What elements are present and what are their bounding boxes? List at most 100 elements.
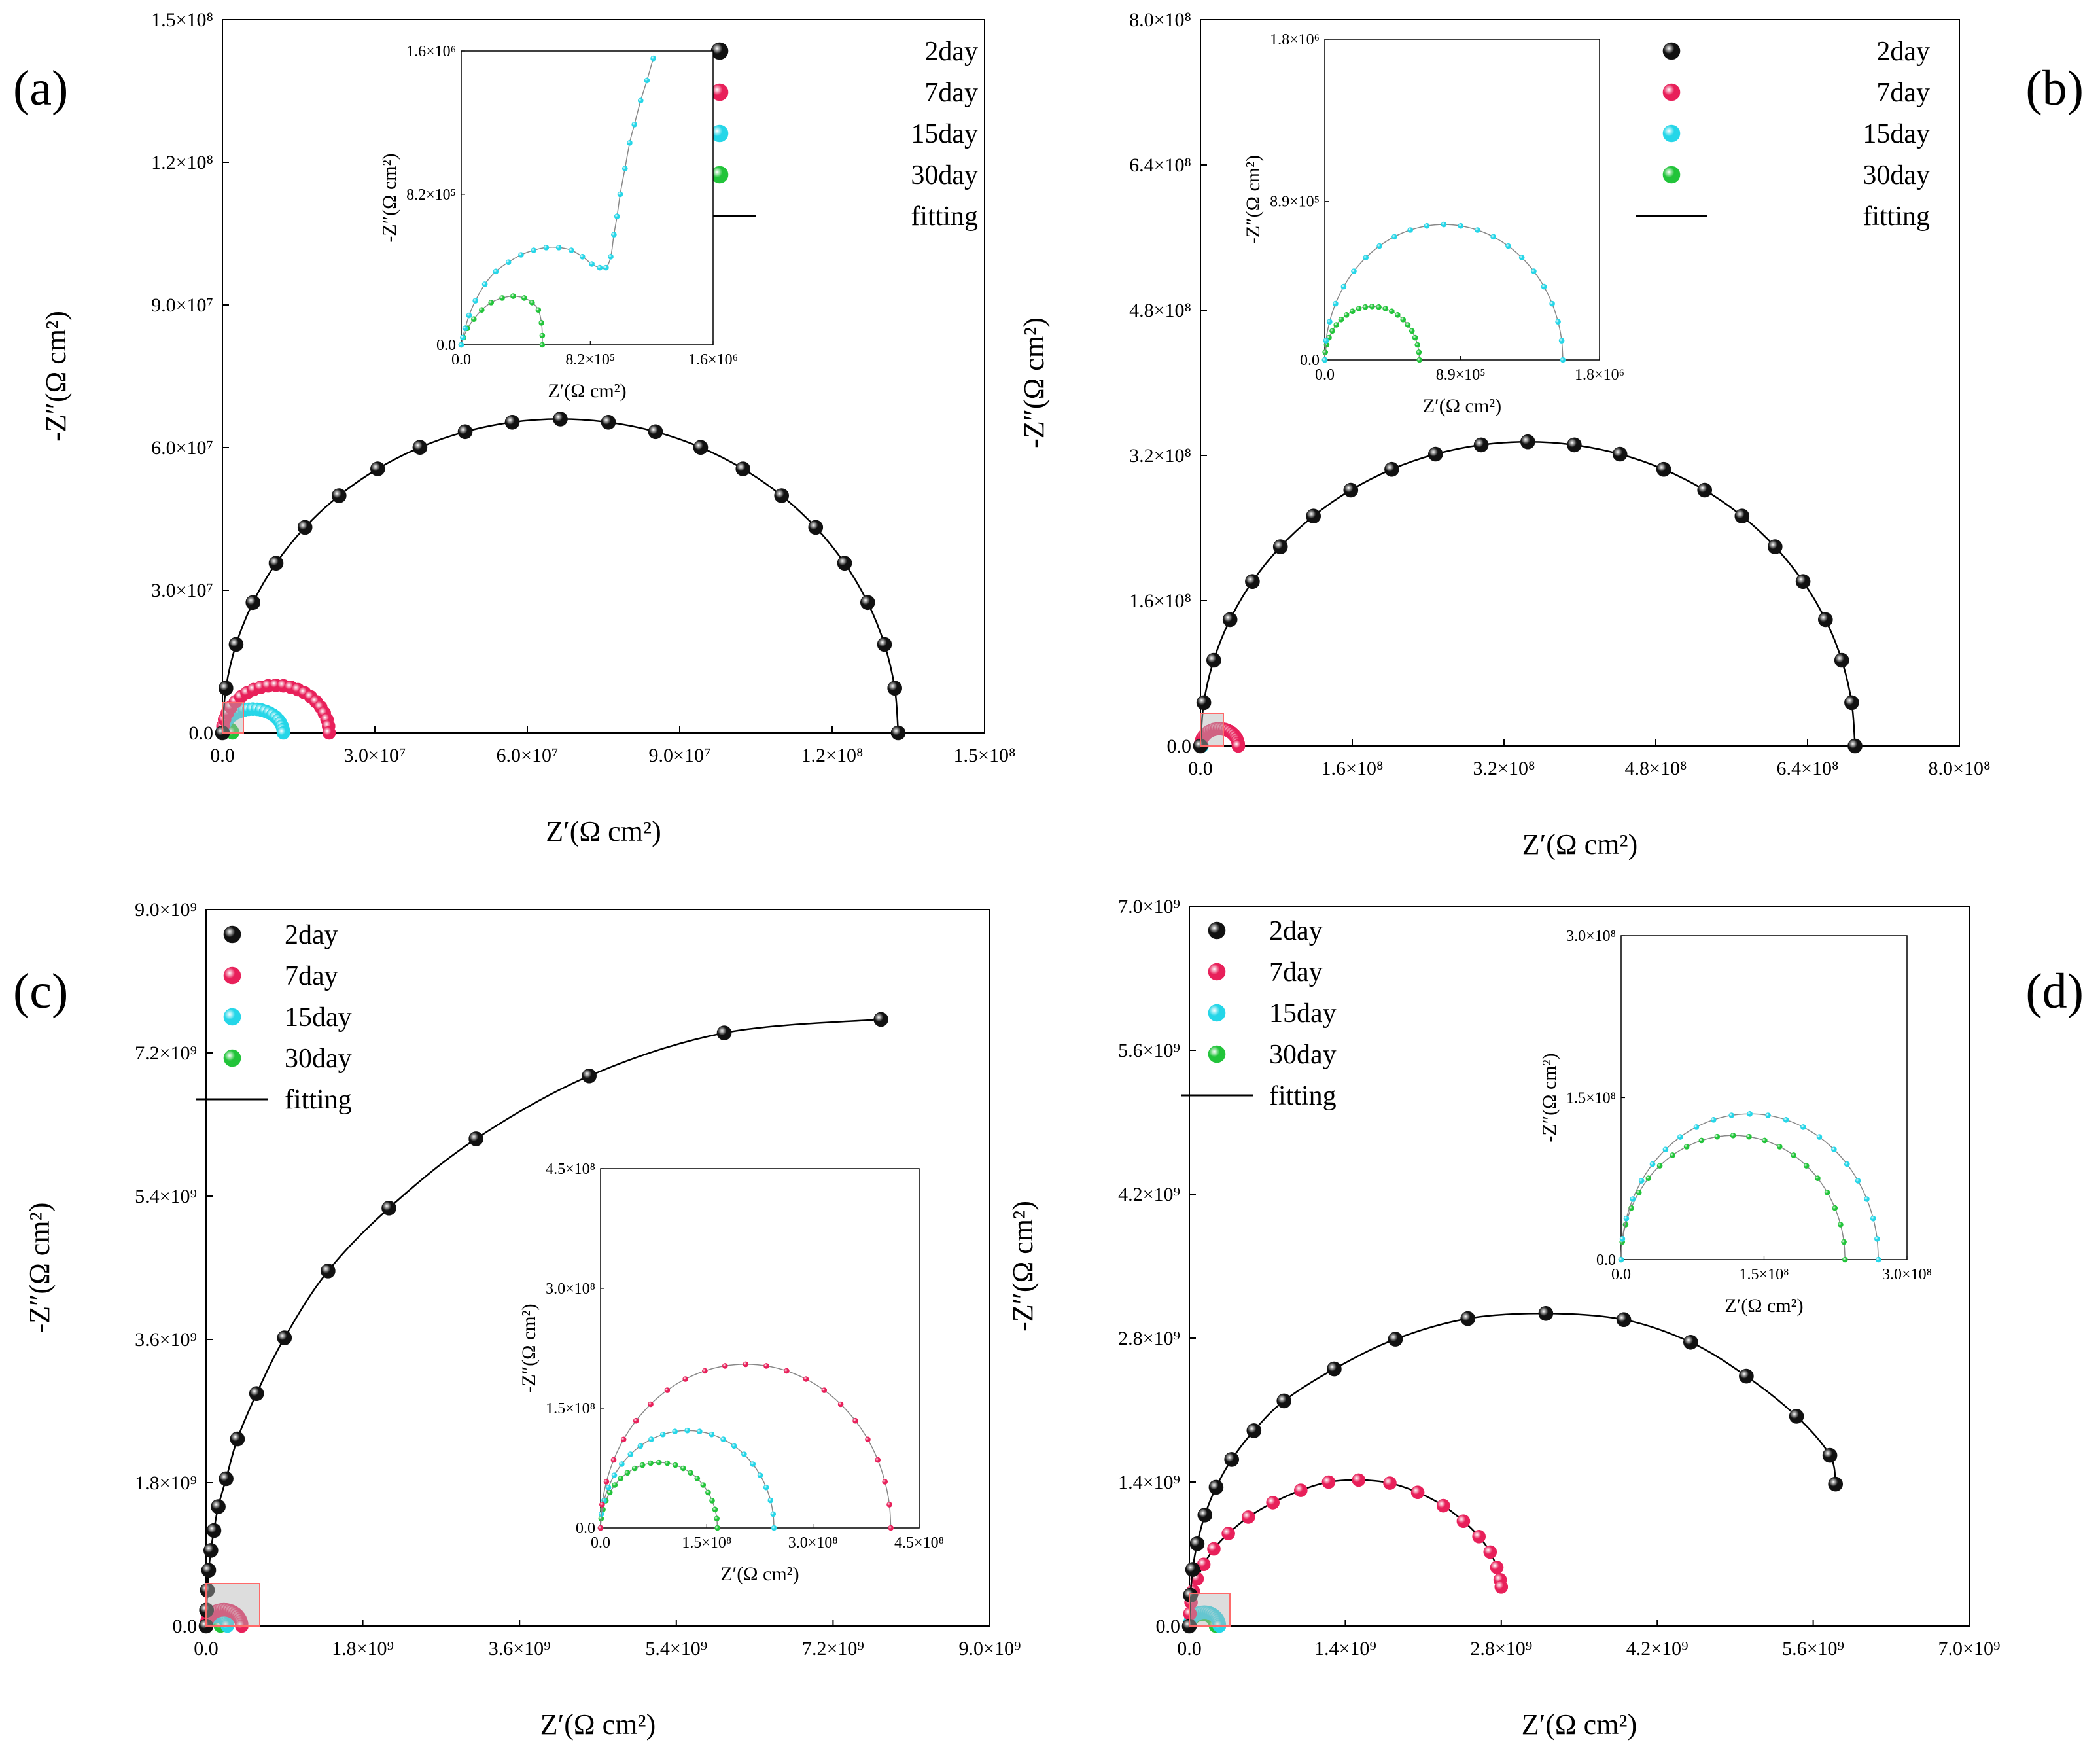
panel-label-c: (c) (13, 964, 68, 1019)
data-point-2day (1520, 434, 1535, 450)
data-point-30day (1746, 1133, 1752, 1140)
data-point-30day (488, 300, 495, 306)
data-point-15day (1874, 1236, 1880, 1242)
data-point-15day (1475, 227, 1480, 233)
data-point-7day (620, 1436, 627, 1443)
y-tick-label: 1.8×10⁹ (135, 1472, 197, 1494)
panel-label-a: (a) (13, 61, 68, 116)
data-point-30day (478, 307, 485, 313)
data-point-15day (1558, 338, 1565, 344)
data-point-7day (784, 1368, 790, 1374)
data-point-15day (493, 268, 499, 275)
data-point-30day (1333, 322, 1339, 328)
data-point-7day (882, 1479, 888, 1485)
data-point-30day (1832, 1205, 1838, 1211)
legend-marker-15day (1208, 1004, 1226, 1022)
y-axis-label: -Z″(Ω cm²) (1018, 317, 1050, 448)
data-point-2day (873, 1012, 888, 1027)
x-tick-label: 4.2×10⁹ (1626, 1638, 1689, 1659)
data-point-30day (1416, 349, 1422, 355)
data-point-15day (709, 1431, 715, 1438)
data-point-15day (518, 252, 524, 258)
x-tick-label: 6.4×10⁸ (1777, 758, 1839, 779)
data-point-2day (1189, 1536, 1205, 1551)
x-axis-label: Z′(Ω cm²) (548, 380, 626, 402)
plot-frame (222, 19, 985, 734)
data-point-15day (1541, 283, 1547, 290)
y-axis-label: -Z″(Ω cm²) (24, 1203, 56, 1334)
data-point-15day (1391, 234, 1397, 240)
y-tick-label: 5.6×10⁹ (1118, 1040, 1180, 1061)
data-point-15day (1765, 1112, 1771, 1118)
data-point-7day (599, 1502, 605, 1508)
data-point-2day (370, 461, 385, 476)
data-point-30day (538, 319, 545, 326)
data-point-15day (1424, 222, 1430, 229)
legend-label-30day: 30day (1269, 1040, 1337, 1070)
x-tick-label: 0.0 (1188, 758, 1213, 779)
data-point-2day (1795, 574, 1811, 590)
y-tick-label: 6.4×10⁸ (1129, 154, 1191, 176)
data-point-30day (612, 1482, 618, 1488)
data-point-30day (680, 1465, 686, 1472)
data-point-2day (1460, 1311, 1475, 1326)
data-point-15day (621, 166, 628, 171)
y-tick-label: 8.2×10⁵ (406, 186, 456, 204)
x-tick-label: 0.0 (1315, 366, 1335, 383)
data-point-2day (1818, 612, 1833, 628)
data-point-2day (1208, 1479, 1224, 1495)
data-point-2day (1789, 1409, 1804, 1424)
y-tick-label: 4.2×10⁹ (1118, 1184, 1180, 1205)
legend-label-2day: 2day (924, 37, 978, 67)
inset-frame (1620, 935, 1908, 1260)
data-point-30day (712, 1506, 718, 1513)
y-tick-label: 0.0 (1167, 735, 1192, 757)
data-point-15day (1555, 319, 1561, 325)
data-point-15day (555, 244, 562, 251)
data-point-15day (619, 1461, 625, 1467)
data-point-2day (218, 681, 234, 696)
inset-frame (600, 1168, 920, 1529)
legend-label-7day: 7day (924, 78, 978, 108)
data-point-30day (1791, 1152, 1796, 1158)
data-point-15day (672, 1428, 678, 1434)
data-point-2day (1844, 695, 1859, 711)
x-tick-label: 1.5×10⁸ (682, 1534, 731, 1551)
data-point-7day (1410, 1485, 1425, 1499)
y-tick-label: 1.2×10⁸ (151, 152, 213, 173)
data-point-2day (837, 556, 852, 571)
data-point-7day (1242, 1510, 1255, 1524)
data-point-30day (535, 307, 542, 313)
legend-marker-2day (1208, 921, 1226, 940)
data-point-2day (1224, 1452, 1239, 1467)
data-point-30day (1329, 328, 1335, 334)
data-point-2day (211, 1499, 226, 1514)
data-point-30day (1356, 306, 1362, 311)
data-point-15day (627, 1451, 634, 1457)
data-point-30day (1762, 1137, 1768, 1144)
data-point-2day (504, 414, 520, 430)
data-point-2day (774, 488, 789, 503)
data-point-7day (722, 1363, 728, 1369)
data-point-15day (1662, 1146, 1669, 1152)
data-point-2day (206, 1523, 222, 1538)
data-point-30day (1369, 303, 1375, 310)
data-point-15day (605, 1484, 612, 1491)
data-point-30day (1395, 311, 1401, 318)
y-axis-label: -Z″(Ω cm²) (1007, 1201, 1039, 1332)
x-tick-label: 8.0×10⁸ (1929, 758, 1991, 779)
data-point-2day (648, 424, 663, 440)
data-point-15day (757, 1472, 763, 1478)
data-point-30day (714, 1525, 720, 1531)
data-point-7day (875, 1457, 881, 1463)
data-point-7day (1294, 1483, 1308, 1497)
y-tick-label: 2.8×10⁹ (1118, 1328, 1180, 1349)
legend-label-7day: 7day (1269, 957, 1323, 987)
plot-frame (1200, 19, 1960, 747)
data-point-30day (539, 332, 546, 339)
data-point-2day (201, 1563, 217, 1578)
data-point-15day (1870, 1215, 1876, 1222)
data-point-15day (741, 1451, 747, 1457)
x-axis-label: Z′(Ω cm²) (720, 1563, 799, 1585)
fit-line-2day (1188, 1313, 1836, 1627)
